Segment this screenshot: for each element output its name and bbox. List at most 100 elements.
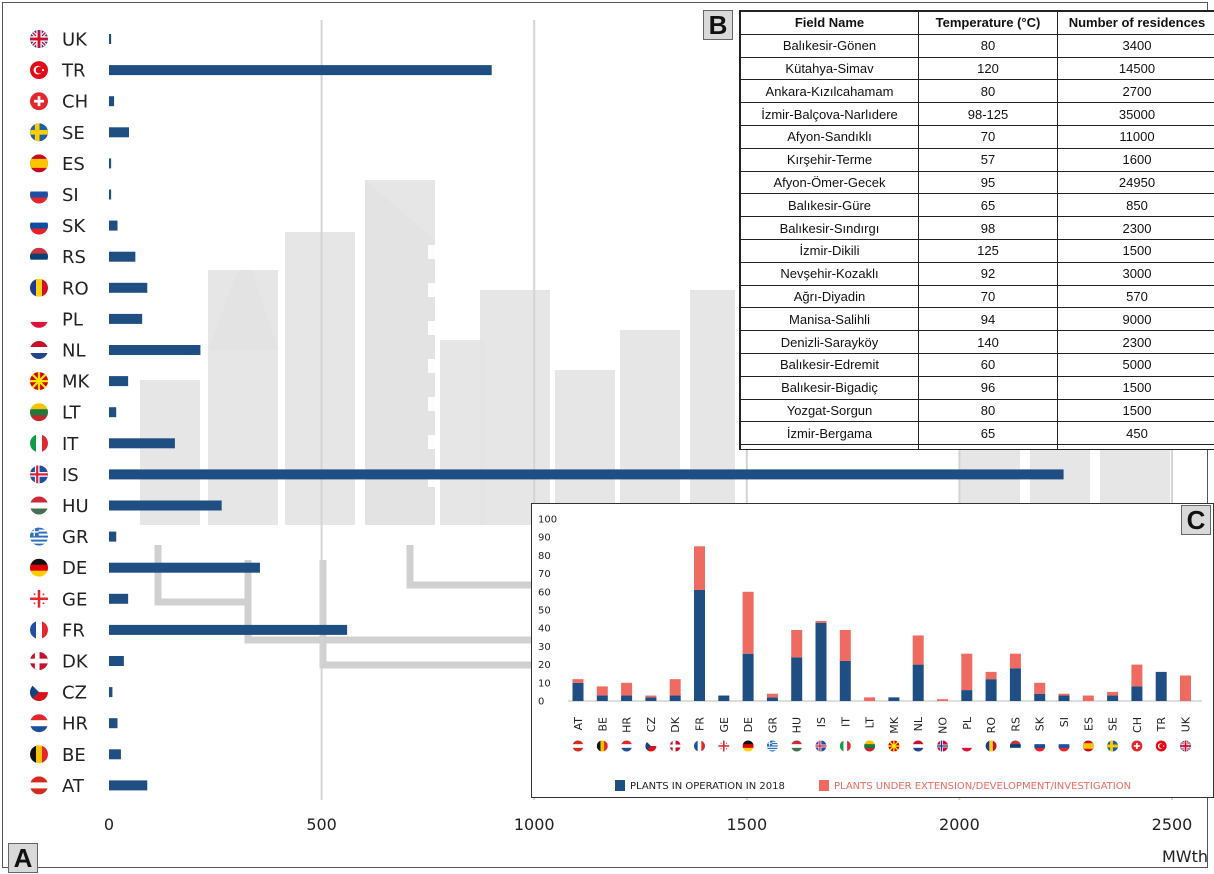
table-header-cell: Temperature (°C) [919,12,1058,35]
bar-development-es [1083,696,1094,701]
flag-de-icon [743,741,754,752]
table-cell: Kırşehir-Terme [741,148,919,171]
category-label: HR [621,717,634,733]
flag-lt-icon [864,741,875,752]
table-cell: Balıkesir-Güre [741,194,919,217]
bar-lt [109,407,116,417]
flag-hu-icon [30,497,48,515]
table-cell: Ankara-Kızılcahamam [741,80,919,103]
table-cell: Manisa-Salihli [741,308,919,331]
flag-at-icon [30,776,48,794]
bar-ro [109,283,147,293]
bar-development-hr [621,683,632,696]
flag-sk-icon [1034,741,1045,752]
flag-se-icon [30,123,48,141]
category-label: TR [1155,717,1168,733]
table-row: Total121120 [741,445,1214,450]
table-cell: 2700 [1058,80,1214,103]
category-label: SE [1107,717,1120,731]
y-tick-label: 40 [538,624,551,635]
category-label: CZ [62,683,87,704]
flag-pl-icon [30,310,48,328]
panel-letter-a: A [8,843,38,873]
table-cell: 1500 [1058,239,1214,262]
flag-uk-icon [1180,741,1191,752]
flag-is-icon [30,465,48,483]
flag-cz-icon [645,741,656,752]
table-cell: 35000 [1058,103,1214,126]
bar-operation-pl [961,690,972,701]
bar-se [109,127,129,137]
flag-it-icon [840,741,851,752]
bar-operation-is [816,623,827,701]
table-cell: Kütahya-Simav [741,57,919,80]
y-tick-label: 0 [538,697,544,708]
panel-letter-b: B [703,10,733,40]
legend-item-development: PLANTS UNDER EXTENSION/DEVELOPMENT/INVES… [819,780,1131,792]
table-cell: 450 [1058,422,1214,445]
table-cell: Total [919,445,1058,450]
bar-it [109,438,175,448]
flag-ge-icon [30,590,48,608]
category-label: CH [62,92,88,113]
category-label: HR [62,714,88,735]
x-axis-unit-label: MWth [1162,847,1208,866]
y-tick-label: 50 [538,606,551,617]
category-label: IS [62,465,79,486]
bar-operation-mk [888,697,899,701]
bar-ch [109,96,114,106]
table-cell: 570 [1058,285,1214,308]
x-tick-label: 0 [104,815,114,834]
panel-letter-c: C [1181,505,1211,535]
bar-development-si [1059,694,1070,696]
flag-cz-icon [30,683,48,701]
x-tick-label: 1500 [726,815,767,834]
bar-development-cz [645,696,656,698]
category-label: NL [912,716,925,731]
bar-si [109,190,111,200]
flag-hr-icon [30,714,48,732]
table-header-cell: Number of residences [1058,12,1214,35]
bar-development-ro [986,672,997,679]
y-tick-label: 10 [538,678,551,689]
flag-es-icon [30,154,48,172]
bar-operation-sk [1034,694,1045,701]
category-label: GR [62,527,88,548]
table-cell: 60 [919,353,1058,376]
bar-development-uk [1180,676,1191,701]
table-cell: Balıkesir-Edremit [741,353,919,376]
table-cell: Yozgat-Sorgun [741,399,919,422]
category-label: RO [62,278,89,299]
table-cell: Afyon-Sandıklı [741,125,919,148]
bar-development-rs [1010,654,1021,669]
legend-label: PLANTS IN OPERATION IN 2018 [630,781,785,792]
y-tick-label: 90 [538,533,551,544]
bar-is [109,469,1064,479]
x-tick-label: 2000 [939,815,980,834]
flag-gr-icon [767,741,778,752]
flag-at-icon [573,741,584,752]
bar-development-hu [791,630,802,657]
bar-operation-rs [1010,668,1021,701]
flag-ro-icon [30,279,48,297]
category-label: SI [62,185,79,206]
bar-fr [109,625,347,635]
legend-label: PLANTS UNDER EXTENSION/DEVELOPMENT/INVES… [834,781,1131,792]
category-label: DK [62,652,89,673]
table-cell: Afyon-Ömer-Gecek [741,171,919,194]
y-tick-label: 60 [538,587,551,598]
flag-rs-icon [1010,741,1021,752]
flag-si-icon [1059,741,1070,752]
category-label: HU [791,717,804,733]
flag-hu-icon [791,741,802,752]
table-cell [741,445,919,450]
legend-swatch [615,780,625,791]
table-cell: 1500 [1058,399,1214,422]
